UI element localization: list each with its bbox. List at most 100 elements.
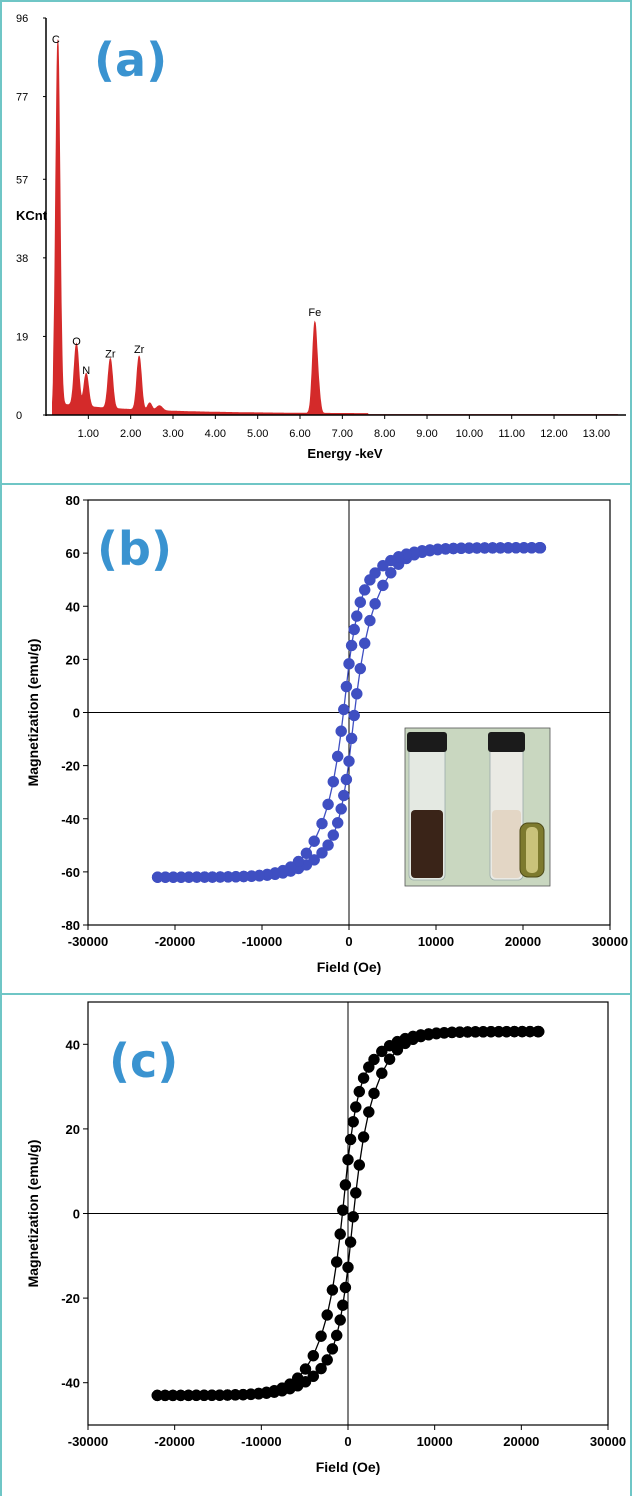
eds-peak-label: Zr xyxy=(105,348,116,360)
mag-b-data-point xyxy=(343,755,355,767)
mag-c-xtick-label: -10000 xyxy=(241,1434,281,1449)
mag-c-data-point xyxy=(353,1159,366,1171)
eds-xtick-label: 13.00 xyxy=(583,428,611,440)
eds-xtick-label: 1.00 xyxy=(78,428,99,440)
vial-right-liquid xyxy=(492,810,521,878)
mag-c-data-point xyxy=(376,1045,388,1058)
inset-photo-vials xyxy=(404,727,551,887)
mag-c-data-point xyxy=(383,1039,396,1052)
eds-ytick-label: 57 xyxy=(16,174,28,186)
mag-c-data-point xyxy=(363,1061,375,1073)
mag-b-xlabel: Field (Oe) xyxy=(317,959,382,975)
mag-c-data-point xyxy=(357,1072,370,1084)
eds-xtick-label: 9.00 xyxy=(416,428,437,440)
mag-c-data-point xyxy=(344,1133,357,1146)
mag-c-data-point xyxy=(307,1370,320,1383)
mag-c-data-point xyxy=(337,1204,349,1216)
mag-b-data-point xyxy=(322,839,334,851)
mag-b-data-point xyxy=(327,775,340,788)
mag-b-data-point xyxy=(335,725,347,737)
hysteresis-chart-b: (b) -30000 -20000 -10000 0 10000 20000 30000 80… xyxy=(25,493,628,975)
mag-c-ytick-label: -20 xyxy=(61,1291,80,1306)
eds-ytick-label: 77 xyxy=(16,92,28,104)
mag-c-data-point xyxy=(326,1343,339,1355)
mag-b-xtick-label: 0 xyxy=(345,934,352,949)
eds-xtick-label: 12.00 xyxy=(540,428,568,440)
mag-b-data-point xyxy=(358,637,371,650)
mag-c-data-point xyxy=(344,1236,357,1248)
panel-label-c: (c) xyxy=(109,1034,178,1088)
mag-b-data-point xyxy=(308,854,320,866)
eds-xtick-label: 10.00 xyxy=(456,428,484,440)
mag-c-xtick-label: 30000 xyxy=(590,1434,626,1449)
mag-c-data-point xyxy=(363,1106,375,1118)
mag-c-data-point xyxy=(350,1101,362,1113)
panel-label-b: (b) xyxy=(97,522,172,576)
mag-c-data-point xyxy=(326,1284,339,1296)
mag-b-data-point xyxy=(338,789,350,802)
mag-c-data-point xyxy=(339,1281,352,1294)
mag-c-data-point xyxy=(334,1228,346,1240)
mag-c-ytick-label: 0 xyxy=(73,1207,80,1222)
mag-c-data-point xyxy=(337,1299,349,1311)
mag-b-data-point xyxy=(354,662,367,675)
mag-b-data-point xyxy=(377,579,389,592)
mag-c-data-point xyxy=(368,1087,380,1100)
mag-c-xtick-label: 20000 xyxy=(503,1434,539,1449)
mag-b-data-point xyxy=(292,855,305,868)
eds-chart: (a) 0 19 38 57 77 96 1.00 2.00 3.00 4.00 5.00 6.00 7… xyxy=(16,13,626,461)
mag-c-ytick-label: 40 xyxy=(66,1037,80,1052)
mag-c-xtick-label: -30000 xyxy=(68,1434,108,1449)
mag-b-ytick-label: 80 xyxy=(66,493,80,508)
mag-b-data-point xyxy=(364,614,376,627)
mag-c-data-point xyxy=(330,1329,343,1342)
eds-xtick-label: 7.00 xyxy=(332,428,353,440)
mag-c-data-point xyxy=(334,1314,346,1326)
mag-b-data-point xyxy=(354,596,367,608)
eds-panel: (a) 0 19 38 57 77 96 1.00 2.00 3.00 4.00 5.00 6.00 7… xyxy=(0,0,632,485)
mag-c-data-point xyxy=(299,1363,312,1375)
mag-b-ytick-label: -80 xyxy=(61,918,80,933)
eds-xtick-label: 3.00 xyxy=(162,428,183,440)
mag-b-data-point xyxy=(335,803,347,815)
mag-c-data-point xyxy=(350,1187,362,1199)
mag-c-data-point xyxy=(353,1085,366,1098)
eds-ytick-label: 96 xyxy=(16,13,28,25)
mag-b-data-point xyxy=(385,567,397,579)
mag-b-data-point xyxy=(343,658,355,670)
vial-left-cap xyxy=(407,732,447,752)
mag-b-ytick-label: 20 xyxy=(66,652,80,667)
eds-xtick-label: 6.00 xyxy=(289,428,310,440)
mag-b-data-point xyxy=(308,835,320,847)
vial-right-cap xyxy=(488,732,525,752)
mag-b-ytick-label: -40 xyxy=(61,812,80,827)
mag-b-data-point xyxy=(364,574,376,586)
mag-b-data-point xyxy=(348,623,360,636)
magnet-highlight xyxy=(526,827,538,873)
mag-b-ytick-label: 60 xyxy=(66,546,80,561)
mag-c-data-point xyxy=(342,1261,354,1274)
mag-c-data-point xyxy=(342,1153,354,1166)
mag-c-data-point xyxy=(291,1372,304,1384)
mag-c-data-point xyxy=(321,1354,333,1366)
eds-ytick-label: 0 xyxy=(16,410,22,422)
mag-b-data-point xyxy=(351,688,363,700)
mag-c-data-point xyxy=(307,1349,320,1362)
eds-peak-label: Fe xyxy=(308,307,321,319)
mag-b-xtick-label: -20000 xyxy=(155,934,195,949)
mag-c-data-point xyxy=(347,1211,359,1223)
mag-b-data-point xyxy=(331,817,344,829)
panel-label-a: (a) xyxy=(94,33,167,87)
hysteresis-chart-c: (c) -30000 -20000 -10000 0 10000 20000 30000 40… xyxy=(25,1001,626,1475)
hysteresis-panel-c: (c) -30000 -20000 -10000 0 10000 20000 30000 40… xyxy=(0,995,632,1496)
eds-peak-label: Zr xyxy=(134,344,145,356)
mag-b-data-point xyxy=(369,598,381,610)
eds-spectrum-area xyxy=(52,39,618,416)
mag-c-data-point xyxy=(376,1067,388,1079)
eds-xtick-label: 8.00 xyxy=(374,428,395,440)
mag-b-data-point xyxy=(327,829,340,841)
mag-b-data-point xyxy=(377,559,389,572)
mag-c-data-point xyxy=(330,1256,343,1268)
eds-ytick-label: 19 xyxy=(16,331,28,343)
mag-b-xtick-label: 30000 xyxy=(592,934,628,949)
